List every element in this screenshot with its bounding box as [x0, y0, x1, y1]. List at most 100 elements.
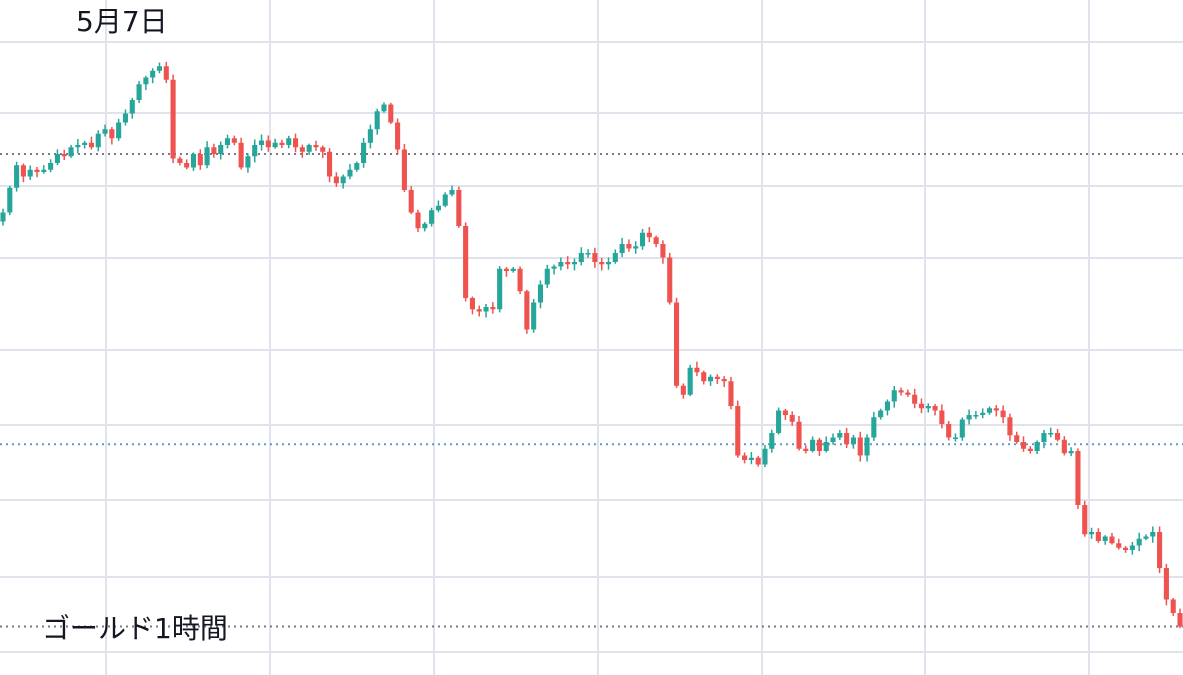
candle-body: [190, 154, 197, 168]
candle: [1041, 429, 1047, 449]
candle-body: [830, 437, 836, 442]
candle-body: [524, 291, 530, 330]
candle-body: [75, 145, 81, 148]
candle: [714, 374, 720, 385]
candle: [211, 143, 217, 158]
candle: [619, 237, 625, 258]
candle-body: [789, 415, 795, 422]
candle-body: [1061, 439, 1067, 454]
candle-body: [585, 253, 591, 255]
chart-caption: ゴールド1時間: [42, 612, 228, 645]
candle: [1007, 413, 1013, 441]
candle: [891, 385, 897, 408]
candle: [388, 102, 394, 124]
candle: [27, 165, 33, 180]
candle-body: [605, 262, 612, 265]
candle-body: [551, 266, 557, 269]
candle-body: [966, 415, 972, 420]
candle-body: [1048, 433, 1054, 435]
candle: [578, 247, 584, 266]
candle: [762, 445, 768, 468]
candle: [878, 408, 884, 420]
candle: [374, 108, 380, 135]
candle-body: [1150, 532, 1156, 537]
candle-body: [102, 129, 108, 134]
candle-body: [1136, 538, 1142, 546]
candle: [490, 302, 496, 314]
candle-body: [34, 169, 40, 172]
candle-body: [932, 406, 938, 411]
candle: [463, 222, 469, 302]
candle: [646, 227, 652, 243]
candle: [755, 455, 761, 467]
candle: [327, 148, 333, 183]
candle-body: [204, 147, 210, 166]
candle-body: [871, 417, 877, 438]
candle-body: [367, 129, 373, 143]
candle: [48, 159, 54, 173]
candle: [871, 411, 877, 441]
candle: [565, 256, 571, 269]
candle: [340, 174, 346, 189]
candle: [109, 127, 115, 145]
candle: [20, 163, 26, 183]
candle-body: [292, 138, 299, 148]
candle-body: [653, 237, 659, 244]
candle-body: [544, 268, 550, 285]
candle: [1123, 545, 1129, 553]
candle-body: [497, 268, 503, 310]
candle: [912, 388, 918, 409]
candle-body: [327, 151, 333, 177]
candle-body: [517, 268, 523, 292]
candle: [469, 296, 475, 315]
candle-body: [150, 70, 156, 78]
candle: [190, 152, 197, 171]
candle: [748, 451, 754, 465]
candle: [1157, 526, 1163, 574]
candle: [789, 411, 795, 426]
candle-body: [578, 253, 584, 262]
candle: [544, 264, 550, 288]
candle: [272, 138, 278, 149]
candle: [435, 200, 441, 213]
candle: [1143, 534, 1149, 541]
candle-body: [408, 190, 414, 213]
candle-body: [803, 448, 809, 451]
candle: [306, 143, 312, 155]
candle-body: [1157, 532, 1163, 568]
candle: [449, 185, 455, 197]
candle-body: [1129, 545, 1135, 550]
candle-body: [272, 142, 278, 148]
candle: [1068, 447, 1074, 457]
candle-body: [565, 262, 571, 265]
candle-body: [1163, 568, 1169, 600]
candle-body: [20, 165, 26, 177]
candle-body: [156, 66, 163, 71]
candle: [925, 403, 931, 413]
candle: [1061, 436, 1067, 456]
candle: [1089, 527, 1095, 539]
candle: [673, 297, 680, 388]
candle: [558, 257, 564, 271]
candle: [837, 429, 843, 440]
candle-body: [701, 372, 707, 382]
candle-body: [354, 163, 360, 170]
candle: [14, 161, 20, 192]
candle: [680, 383, 686, 399]
candle-body: [170, 79, 176, 159]
candle-body: [626, 244, 632, 249]
candle-body: [1054, 433, 1061, 440]
candle-body: [1027, 448, 1033, 451]
candle: [7, 185, 13, 216]
candle-body: [952, 437, 959, 439]
candle: [476, 305, 482, 317]
candle-body: [401, 149, 407, 190]
candle-body: [381, 104, 387, 112]
candle-body: [1089, 532, 1095, 535]
candle-body: [429, 210, 435, 224]
candle: [905, 389, 911, 397]
candle: [156, 62, 163, 74]
candle: [626, 239, 632, 252]
candle-body: [714, 376, 720, 379]
candle: [946, 420, 952, 441]
